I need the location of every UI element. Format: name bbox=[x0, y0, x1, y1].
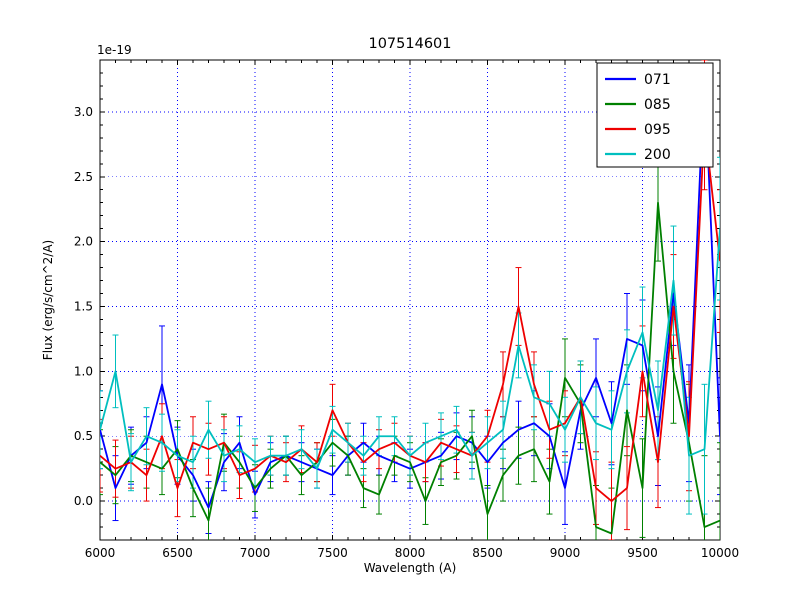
data-layer bbox=[100, 60, 720, 540]
chart-title: 107514601 bbox=[368, 36, 451, 52]
x-tick-label: 6500 bbox=[162, 546, 193, 560]
y-tick-label: 1.0 bbox=[74, 364, 93, 378]
series-line-071 bbox=[100, 72, 720, 509]
y-tick-label: 0.0 bbox=[74, 494, 93, 508]
y-tick-label: 1.5 bbox=[74, 299, 93, 313]
legend-box bbox=[596, 62, 714, 168]
x-tick-label: 8000 bbox=[395, 546, 426, 560]
x-tick-label: 8500 bbox=[472, 546, 503, 560]
x-tick-label: 7000 bbox=[240, 546, 271, 560]
x-tick-label: 9500 bbox=[627, 546, 658, 560]
legend-label-200: 200 bbox=[644, 147, 671, 163]
legend-label-095: 095 bbox=[644, 122, 671, 138]
y-tick-label: 0.5 bbox=[74, 429, 93, 443]
legend-label-071: 071 bbox=[644, 72, 671, 88]
x-tick-label: 10000 bbox=[701, 546, 739, 560]
series-line-085 bbox=[100, 201, 720, 535]
y-axis-label: Flux (erg/s/cm^2/A) bbox=[41, 240, 55, 360]
x-tick-label: 9000 bbox=[550, 546, 581, 560]
y-tick-label: 2.5 bbox=[74, 170, 93, 184]
x-tick-label: 7500 bbox=[317, 546, 348, 560]
y-axis-offset-text: 1e-19 bbox=[97, 43, 132, 57]
x-axis-label: Wavelength (A) bbox=[364, 561, 457, 575]
legend-label-085: 085 bbox=[644, 97, 671, 113]
y-tick-label: 2.0 bbox=[74, 235, 93, 249]
x-tick-label: 6000 bbox=[85, 546, 116, 560]
legend: 071 085 095 200 bbox=[596, 62, 714, 168]
series-line-200 bbox=[100, 228, 720, 470]
y-tick-label: 3.0 bbox=[74, 105, 93, 119]
